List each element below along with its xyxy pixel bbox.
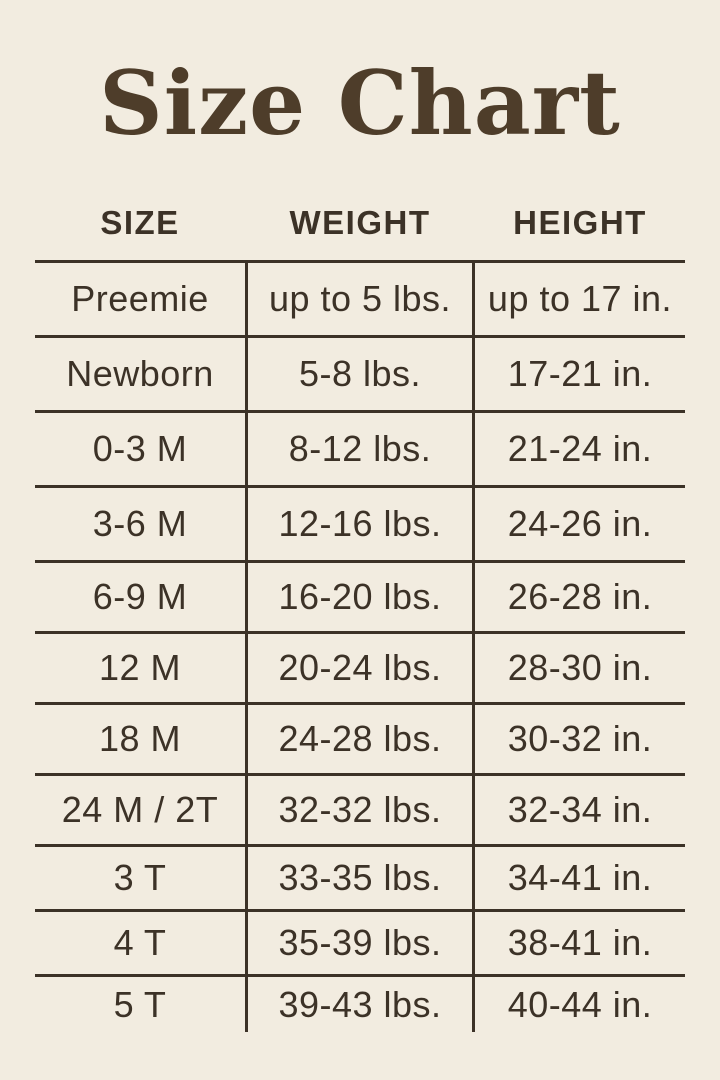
cell-size: 4 T bbox=[113, 922, 167, 963]
cell-weight: 5-8 lbs. bbox=[245, 338, 475, 410]
table-row: 0-3 M 8-12 lbs. 21-24 in. bbox=[35, 410, 685, 485]
column-header-weight: WEIGHT bbox=[289, 203, 431, 241]
cell-size: 3 T bbox=[113, 857, 167, 898]
cell-size: 24 M / 2T bbox=[61, 789, 219, 830]
page-title: Size Chart bbox=[99, 51, 621, 155]
cell-size: Preemie bbox=[71, 278, 209, 319]
cell-size: 6-9 M bbox=[92, 576, 188, 617]
cell-height: up to 17 in. bbox=[487, 278, 673, 319]
table-row: Newborn 5-8 lbs. 17-21 in. bbox=[35, 335, 685, 410]
cell-size: 0-3 M bbox=[92, 428, 188, 469]
cell-weight: 24-28 lbs. bbox=[245, 705, 475, 773]
cell-weight: 16-20 lbs. bbox=[245, 563, 475, 631]
column-header-size: SIZE bbox=[100, 203, 180, 241]
cell-size: 3-6 M bbox=[92, 503, 188, 544]
cell-weight: 20-24 lbs. bbox=[245, 634, 475, 702]
cell-height: 17-21 in. bbox=[507, 353, 653, 394]
cell-height: 26-28 in. bbox=[507, 576, 653, 617]
cell-height: 21-24 in. bbox=[507, 428, 653, 469]
table-row: 12 M 20-24 lbs. 28-30 in. bbox=[35, 631, 685, 702]
cell-weight: 32-32 lbs. bbox=[245, 776, 475, 844]
cell-size: 5 T bbox=[113, 983, 167, 1025]
cell-height: 40-44 in. bbox=[507, 983, 653, 1025]
table-row: 3 T 33-35 lbs. 34-41 in. bbox=[35, 844, 685, 909]
table-row: 4 T 35-39 lbs. 38-41 in. bbox=[35, 909, 685, 974]
cell-height: 28-30 in. bbox=[507, 647, 653, 688]
cell-weight: 39-43 lbs. bbox=[245, 977, 475, 1032]
table-row: 18 M 24-28 lbs. 30-32 in. bbox=[35, 702, 685, 773]
cell-height: 34-41 in. bbox=[507, 857, 653, 898]
table-row: 5 T 39-43 lbs. 40-44 in. bbox=[35, 974, 685, 1032]
cell-weight: 35-39 lbs. bbox=[245, 912, 475, 974]
table-row: Preemie up to 5 lbs. up to 17 in. bbox=[35, 260, 685, 335]
cell-weight: 8-12 lbs. bbox=[245, 413, 475, 485]
cell-height: 38-41 in. bbox=[507, 922, 653, 963]
column-header-height: HEIGHT bbox=[513, 203, 647, 241]
cell-weight: up to 5 lbs. bbox=[245, 263, 475, 335]
table-row: 6-9 M 16-20 lbs. 26-28 in. bbox=[35, 560, 685, 631]
cell-size: 18 M bbox=[98, 718, 182, 759]
cell-weight: 33-35 lbs. bbox=[245, 847, 475, 909]
cell-weight: 12-16 lbs. bbox=[245, 488, 475, 560]
table-row: 3-6 M 12-16 lbs. 24-26 in. bbox=[35, 485, 685, 560]
cell-size: Newborn bbox=[66, 353, 214, 394]
table-body: Preemie up to 5 lbs. up to 17 in. Newbor… bbox=[35, 260, 685, 1032]
size-table: SIZE WEIGHT HEIGHT Preemie up to 5 lbs. … bbox=[35, 185, 685, 1032]
cell-height: 24-26 in. bbox=[507, 503, 653, 544]
cell-size: 12 M bbox=[98, 647, 182, 688]
table-header-row: SIZE WEIGHT HEIGHT bbox=[35, 185, 685, 260]
cell-height: 30-32 in. bbox=[507, 718, 653, 759]
table-row: 24 M / 2T 32-32 lbs. 32-34 in. bbox=[35, 773, 685, 844]
cell-height: 32-34 in. bbox=[507, 789, 653, 830]
